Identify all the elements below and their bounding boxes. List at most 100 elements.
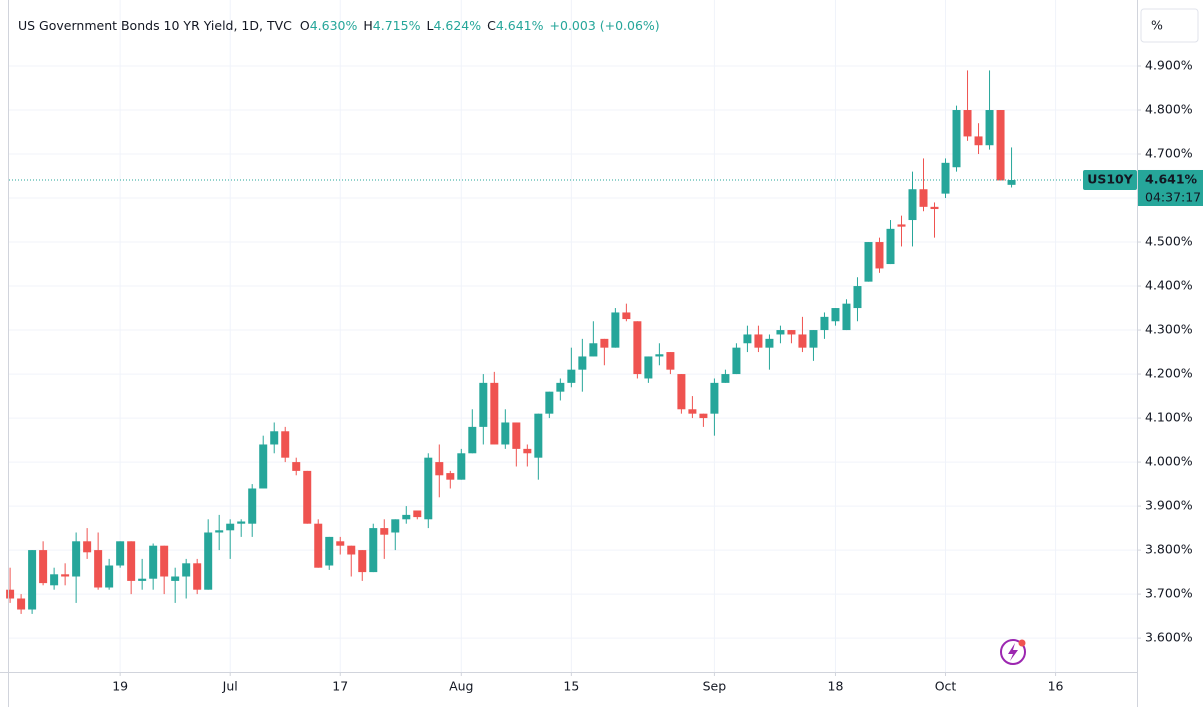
candles — [6, 70, 1016, 614]
candle-body — [644, 356, 653, 379]
candle-body — [545, 391, 554, 414]
candle-body — [677, 374, 686, 410]
candle-body — [413, 510, 422, 518]
legend-change: +0.003 (+0.06%) — [550, 18, 660, 33]
candle-body — [974, 136, 983, 146]
legend-title: US Government Bonds 10 YR Yield, 1D, TVC — [18, 18, 292, 33]
legend-ohlc-label: L — [426, 18, 433, 33]
grid — [9, 0, 1137, 672]
candle-body — [446, 473, 455, 480]
x-tick-label: Jul — [222, 679, 238, 694]
candle-body — [930, 206, 939, 210]
legend-ohlc-label: H — [363, 18, 372, 33]
candle-body — [479, 382, 488, 427]
candle-body — [17, 598, 26, 610]
candle-body — [259, 444, 268, 489]
candle-body — [105, 565, 114, 588]
candle-body — [490, 382, 499, 445]
candle-body — [952, 110, 961, 168]
candle-body — [237, 521, 246, 524]
x-tick-label: 18 — [828, 679, 844, 694]
x-tick-label: 15 — [563, 679, 579, 694]
candle-body — [809, 330, 818, 348]
candle-body — [204, 532, 213, 590]
candle-body — [523, 448, 532, 454]
candle-body — [281, 431, 290, 458]
y-tick-label: 3.700% — [1145, 586, 1193, 601]
candle-body — [248, 488, 257, 524]
candle-body — [292, 462, 301, 471]
candle-body — [215, 530, 224, 533]
candle-body — [50, 574, 59, 586]
candle-body — [160, 545, 169, 577]
candle-body — [556, 382, 565, 392]
y-tick-label: 4.500% — [1145, 234, 1193, 249]
candle-body — [776, 330, 785, 335]
candle-body — [72, 541, 81, 577]
symbol-label: US10Y — [1087, 171, 1134, 186]
candle-body — [402, 514, 411, 520]
candle-body — [358, 550, 367, 573]
x-tick-label: 17 — [332, 679, 348, 694]
y-tick-label: 4.200% — [1145, 366, 1193, 381]
candle-body — [831, 308, 840, 322]
legend: US Government Bonds 10 YR Yield, 1D, TVC… — [18, 18, 660, 33]
candle-body — [1007, 179, 1016, 185]
candle-body — [336, 541, 345, 546]
symbol-box — [1083, 169, 1137, 190]
candle-body — [820, 316, 829, 331]
candle-body — [655, 354, 664, 357]
legend-ohlc-label: C — [487, 18, 496, 33]
candle-body — [886, 228, 895, 265]
candle-body — [919, 189, 928, 207]
x-tick-label: 16 — [1048, 679, 1064, 694]
candle-body — [39, 550, 48, 584]
candle-body — [633, 321, 642, 375]
candle-body — [193, 563, 202, 590]
candle-body — [589, 343, 598, 357]
axis-unit: % — [1151, 18, 1163, 33]
y-tick-label: 4.300% — [1145, 322, 1193, 337]
candle-body — [182, 563, 191, 577]
y-tick-label: 4.100% — [1145, 410, 1193, 425]
candle-body — [149, 545, 158, 579]
candle-body — [127, 541, 136, 581]
candle-body — [347, 545, 356, 555]
candle-body — [578, 356, 587, 370]
legend-ohlc-value: 4.630% — [310, 18, 358, 33]
logo — [1000, 639, 1026, 665]
candle-body — [468, 426, 477, 454]
unit-box[interactable] — [1140, 8, 1199, 43]
candle-body — [754, 334, 763, 348]
candle-body — [512, 422, 521, 449]
candle-body — [138, 578, 147, 581]
legend-ohlc-value: 4.715% — [373, 18, 421, 33]
y-tick-label: 4.800% — [1145, 102, 1193, 117]
y-tick-label: 4.700% — [1145, 146, 1193, 161]
candle-body — [501, 422, 510, 445]
candle-body — [941, 162, 950, 194]
candle-body — [985, 110, 994, 146]
candle-body — [798, 334, 807, 348]
candle-body — [743, 334, 752, 344]
candle-body — [61, 574, 70, 577]
y-tick-label: 4.400% — [1145, 278, 1193, 293]
price-box — [1138, 169, 1203, 206]
legend-ohlc-label: O — [300, 18, 310, 33]
candle-body — [699, 413, 708, 419]
y-tick-label: 3.600% — [1145, 630, 1193, 645]
candle-body — [875, 242, 884, 269]
y-tick-label: 3.800% — [1145, 542, 1193, 557]
candle-body — [94, 550, 103, 588]
legend-ohlc-value: 4.641% — [496, 18, 544, 33]
candle-body — [600, 338, 609, 348]
x-tick-label: Sep — [703, 679, 727, 694]
x-tick-label: Aug — [449, 679, 473, 694]
candle-body — [908, 189, 917, 221]
candle-body — [314, 523, 323, 568]
candle-body — [226, 523, 235, 531]
candle-body — [611, 312, 620, 348]
candle-body — [391, 519, 400, 533]
candle-body — [171, 576, 180, 581]
